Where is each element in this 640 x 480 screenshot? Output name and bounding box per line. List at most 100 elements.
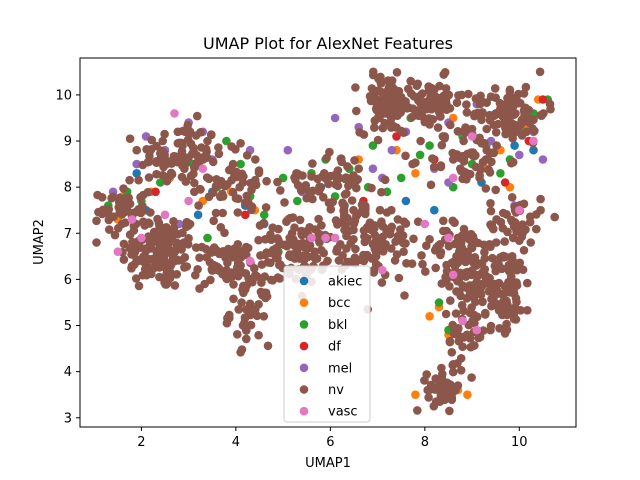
point-nv [169, 152, 179, 162]
point-nv [322, 153, 331, 163]
point-nv [218, 208, 227, 218]
point-vasc [529, 136, 538, 146]
point-nv [448, 155, 458, 164]
point-nv [317, 246, 326, 255]
point-nv [463, 330, 472, 340]
point-vasc [448, 270, 458, 280]
point-nv [238, 321, 248, 330]
legend-marker-df [299, 341, 309, 351]
point-nv [319, 193, 328, 202]
point-nv [485, 240, 494, 249]
point-nv [479, 326, 488, 335]
x-axis-ticks: 2 4 6 8 10 [137, 427, 528, 450]
point-nv [121, 218, 130, 227]
legend: akiec bcc bkl df mel nv vasc [283, 265, 371, 423]
point-nv [162, 176, 172, 186]
point-nv [460, 233, 470, 242]
point-nv [430, 385, 440, 394]
point-df [241, 210, 250, 220]
point-vasc [420, 219, 430, 229]
x-tick-label: 2 [137, 435, 145, 450]
point-nv [147, 135, 157, 145]
point-nv [251, 155, 260, 164]
point-nv [441, 84, 451, 93]
point-nv [452, 287, 461, 296]
point-nv [345, 257, 355, 267]
point-nv [387, 76, 397, 85]
point-nv [236, 348, 245, 357]
point-nv [481, 184, 491, 193]
point-df [538, 95, 548, 104]
point-nv [119, 184, 128, 193]
point-nv [550, 212, 559, 222]
point-nv [512, 227, 521, 236]
point-nv [426, 180, 436, 190]
point-nv [302, 193, 312, 203]
point-nv [290, 254, 300, 263]
point-nv [132, 145, 141, 155]
point-nv [259, 312, 269, 321]
point-nv [437, 140, 447, 150]
point-nv [242, 334, 251, 344]
point-nv [512, 265, 522, 275]
point-nv [460, 255, 470, 264]
point-nv [441, 94, 451, 103]
point-nv [170, 247, 180, 256]
point-nv [453, 127, 463, 136]
point-nv [323, 256, 332, 266]
point-nv [486, 206, 496, 216]
point-nv [308, 159, 317, 168]
point-nv [536, 205, 545, 215]
point-nv [487, 157, 496, 167]
point-nv [136, 193, 145, 202]
point-nv [413, 406, 422, 415]
point-nv [399, 128, 408, 137]
point-nv [367, 183, 376, 193]
point-nv [326, 205, 336, 214]
point-nv [195, 284, 204, 293]
point-nv [367, 254, 377, 263]
point-nv [242, 191, 252, 201]
point-nv [469, 235, 479, 245]
y-tick-label: 10 [55, 88, 72, 103]
point-nv [349, 218, 359, 227]
legend-label-df: df [328, 340, 341, 355]
point-vasc [160, 210, 170, 220]
point-nv [267, 275, 276, 285]
point-nv [107, 193, 116, 203]
point-nv [445, 336, 455, 346]
point-nv [519, 106, 529, 115]
point-nv [262, 176, 271, 186]
point-nv [136, 243, 145, 252]
point-nv [459, 224, 469, 234]
point-nv [467, 373, 476, 382]
point-nv [519, 199, 529, 209]
point-nv [222, 318, 232, 328]
point-nv [446, 296, 455, 305]
point-nv [104, 215, 114, 225]
point-nv [425, 235, 434, 244]
point-nv [341, 173, 351, 182]
point-vasc [137, 233, 146, 243]
point-nv [539, 109, 548, 118]
point-nv [367, 84, 377, 93]
point-nv [195, 253, 204, 262]
point-bkl [293, 196, 302, 206]
point-nv [508, 233, 518, 243]
point-nv [189, 143, 198, 153]
point-nv [225, 165, 234, 175]
point-mel [283, 145, 293, 155]
point-nv [183, 240, 193, 249]
point-nv [439, 216, 448, 226]
point-nv [276, 186, 285, 195]
point-nv [433, 375, 443, 385]
point-mel [368, 164, 378, 173]
point-nv [441, 384, 450, 394]
y-axis-ticks: 3 4 5 6 7 8 9 10 [55, 88, 80, 426]
point-nv [274, 224, 283, 234]
point-nv [158, 136, 167, 146]
point-nv [165, 273, 175, 283]
point-nv [481, 308, 490, 318]
point-nv [456, 366, 466, 375]
point-nv [94, 207, 103, 217]
